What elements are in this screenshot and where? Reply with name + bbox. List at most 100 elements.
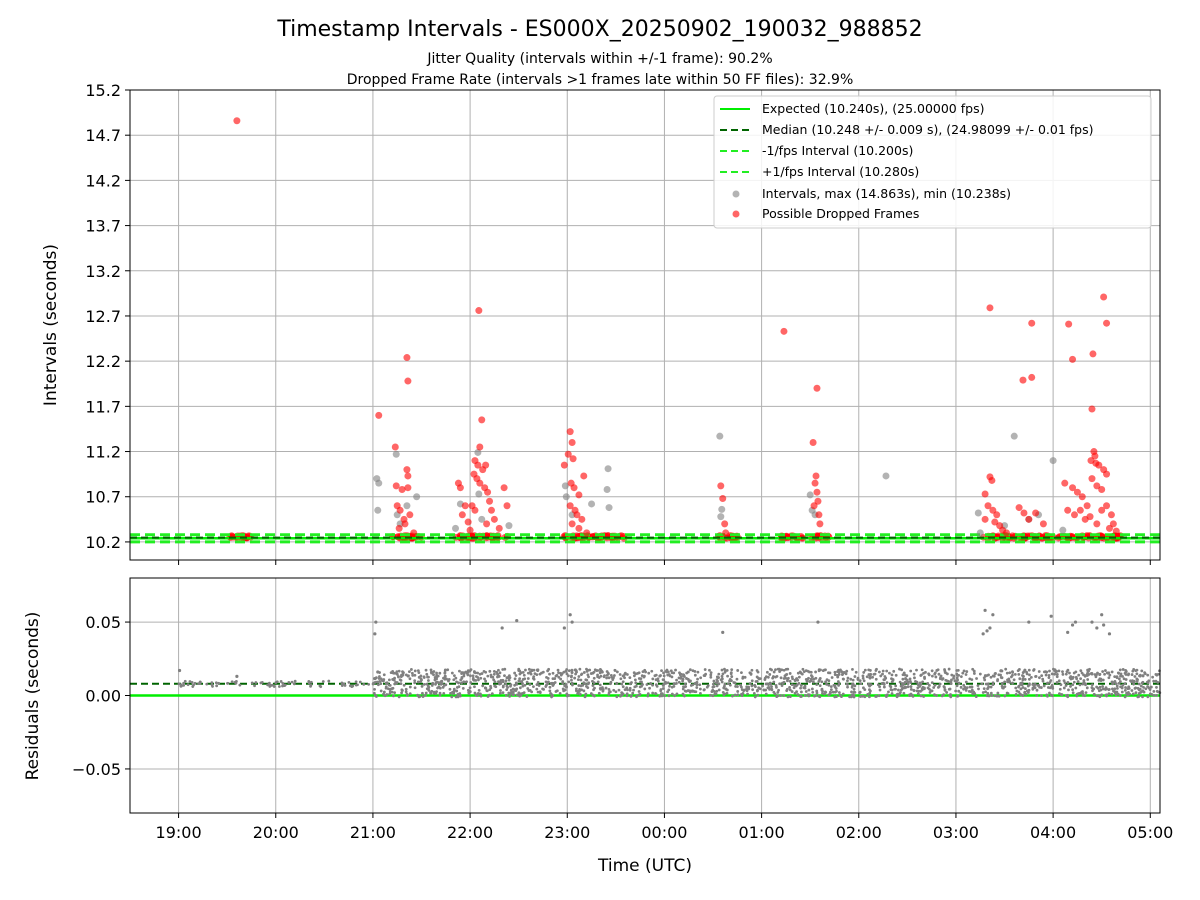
residual-point bbox=[780, 684, 784, 688]
residual-point bbox=[964, 688, 968, 692]
residual-point bbox=[589, 672, 593, 675]
dropped-frame-point bbox=[1091, 452, 1099, 460]
residual-point bbox=[476, 671, 479, 675]
residual-point bbox=[983, 608, 987, 612]
residual-point bbox=[1059, 683, 1063, 687]
residual-point bbox=[906, 682, 910, 686]
residual-point bbox=[460, 681, 463, 685]
residual-point bbox=[1031, 686, 1035, 690]
residual-point bbox=[1023, 678, 1027, 681]
residual-point bbox=[597, 691, 601, 695]
y-tick-label: 12.2 bbox=[85, 352, 121, 371]
dropped-frame-point bbox=[474, 461, 482, 469]
residual-point bbox=[505, 676, 509, 680]
residual-point bbox=[764, 692, 768, 696]
residual-point bbox=[982, 676, 986, 680]
residual-point bbox=[793, 678, 797, 682]
residual-point bbox=[664, 680, 667, 684]
residual-point bbox=[824, 690, 828, 694]
residual-point bbox=[926, 682, 930, 685]
residuals-y-ticks: −0.05 0.00 0.05 bbox=[72, 613, 130, 779]
residual-point bbox=[698, 683, 702, 687]
residual-point bbox=[686, 677, 690, 681]
residual-point bbox=[598, 683, 602, 687]
residual-point bbox=[267, 681, 271, 685]
residual-point bbox=[424, 691, 428, 695]
residual-point bbox=[670, 692, 674, 696]
residual-point bbox=[484, 686, 488, 690]
residual-point bbox=[1127, 690, 1130, 694]
dropped-frame-point bbox=[1088, 475, 1096, 483]
residual-point bbox=[1055, 681, 1059, 684]
residual-point bbox=[607, 693, 611, 696]
dropped-frame-point bbox=[482, 461, 490, 469]
residual-point bbox=[1024, 692, 1028, 696]
residual-point bbox=[862, 679, 866, 683]
residual-point bbox=[921, 685, 925, 689]
residual-point bbox=[399, 682, 403, 685]
residual-point bbox=[1104, 693, 1108, 697]
residual-point bbox=[717, 682, 721, 686]
residual-point bbox=[796, 693, 800, 696]
dropped-frame-point bbox=[993, 511, 1001, 519]
residual-point bbox=[450, 695, 454, 699]
residual-point bbox=[548, 672, 551, 676]
residual-point bbox=[1134, 691, 1138, 695]
residual-point bbox=[1047, 673, 1051, 677]
legend-minus-interval: -1/fps Interval (10.200s) bbox=[762, 143, 913, 158]
dropped-frame-point bbox=[566, 428, 574, 436]
residual-point bbox=[1123, 695, 1127, 699]
dropped-frame-point bbox=[403, 354, 411, 362]
residual-point bbox=[513, 677, 517, 681]
residual-point bbox=[1155, 693, 1159, 697]
residual-point bbox=[651, 691, 655, 695]
interval-point bbox=[561, 482, 569, 490]
dropped-frame-point bbox=[1039, 520, 1047, 528]
residual-point bbox=[736, 693, 740, 697]
residual-point bbox=[510, 691, 513, 694]
residual-point bbox=[991, 681, 995, 685]
residual-point bbox=[871, 675, 874, 679]
residual-point bbox=[554, 674, 558, 678]
residual-point bbox=[536, 690, 540, 694]
y-tick-label: 11.7 bbox=[85, 397, 121, 416]
residual-point bbox=[411, 673, 415, 677]
residual-point bbox=[468, 686, 472, 690]
residual-point bbox=[561, 687, 565, 691]
residual-point bbox=[546, 682, 550, 685]
residual-point bbox=[934, 675, 938, 679]
residual-point bbox=[837, 691, 841, 694]
residual-point bbox=[829, 685, 833, 689]
dropped-frame-point bbox=[396, 506, 404, 514]
residual-point bbox=[1070, 623, 1075, 627]
residual-point bbox=[878, 685, 881, 689]
residual-point bbox=[1095, 694, 1099, 698]
residual-point bbox=[667, 694, 671, 698]
residual-point bbox=[1124, 669, 1128, 673]
residual-point bbox=[1155, 686, 1158, 689]
residual-point bbox=[1124, 673, 1128, 676]
dropped-frame-point bbox=[1103, 502, 1111, 510]
residual-point bbox=[607, 688, 611, 691]
residual-point bbox=[955, 676, 959, 680]
residual-point bbox=[739, 683, 743, 687]
dropped-frame-point bbox=[984, 502, 992, 510]
residual-point bbox=[623, 688, 627, 692]
residual-point bbox=[1048, 680, 1052, 684]
residual-point bbox=[585, 669, 589, 673]
residual-point bbox=[655, 684, 659, 688]
dropped-frame-point bbox=[1015, 504, 1023, 512]
residual-point bbox=[1027, 620, 1031, 624]
residual-point bbox=[908, 694, 912, 698]
dropped-frame-point bbox=[1103, 319, 1111, 327]
residual-point bbox=[825, 682, 828, 686]
residual-point bbox=[889, 685, 893, 689]
residual-point bbox=[890, 692, 894, 695]
residual-point bbox=[662, 674, 666, 678]
interval-point bbox=[375, 479, 383, 487]
residual-point bbox=[1084, 674, 1087, 678]
y-tick-label: 12.7 bbox=[85, 307, 121, 326]
interval-point bbox=[413, 493, 421, 501]
residual-point bbox=[409, 668, 413, 671]
interval-point bbox=[1049, 457, 1057, 465]
